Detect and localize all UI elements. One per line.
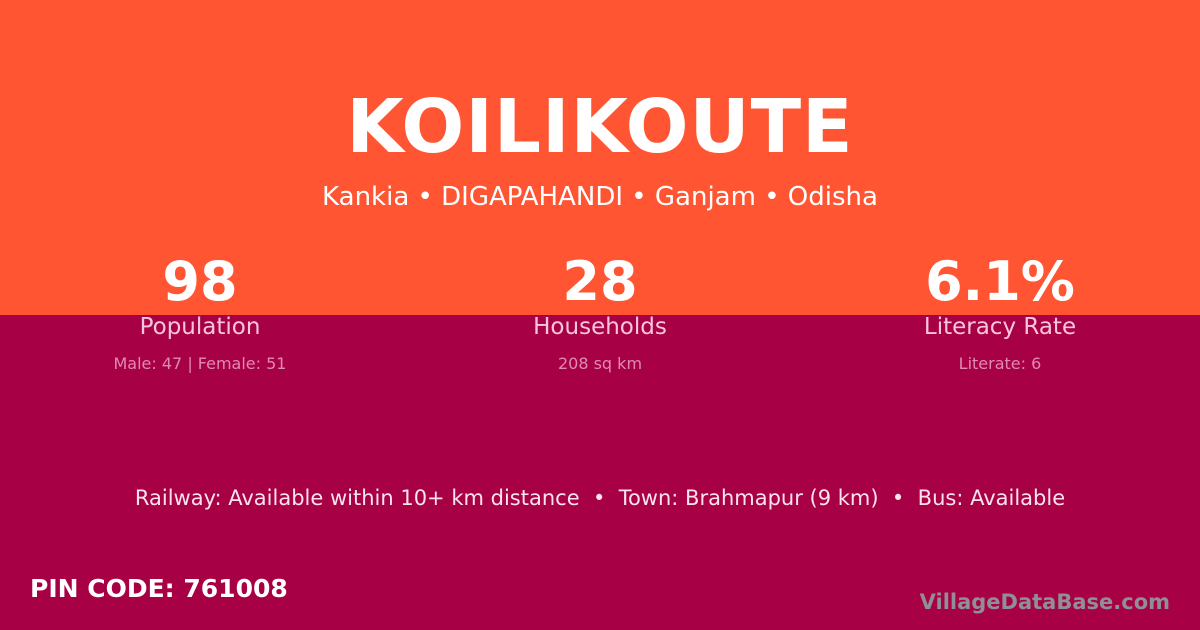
population-value: 98	[162, 250, 238, 313]
header-band	[0, 0, 1200, 315]
brand-logo: VillageDataBase.com	[919, 590, 1170, 614]
households-label: Households	[533, 314, 667, 340]
area-detail: 208 sq km	[557, 354, 643, 373]
location-breadcrumb: Kankia • DIGAPAHANDI • Ganjam • Odisha	[322, 182, 878, 212]
pin-code: PIN CODE: 761008	[30, 574, 288, 603]
connectivity-info: Railway: Available within 10+ km distanc…	[134, 486, 1066, 510]
literacy-value: 6.1%	[925, 250, 1075, 313]
households-value: 28	[562, 250, 638, 313]
population-label: Population	[139, 314, 261, 340]
village-title: KOILIKOUTE	[346, 84, 854, 170]
literacy-label: Literacy Rate	[923, 314, 1077, 340]
literate-detail: Literate: 6	[958, 354, 1042, 373]
population-detail: Male: 47 | Female: 51	[113, 354, 287, 373]
